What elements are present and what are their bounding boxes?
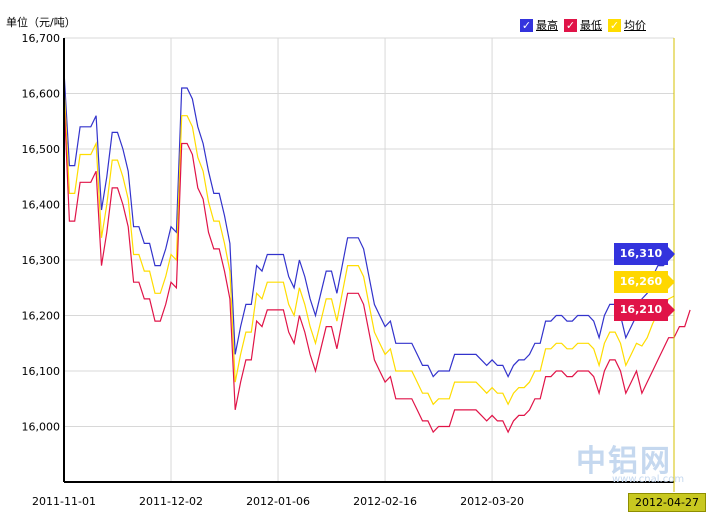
y-axis-unit-label: 单位（元/吨） [6, 16, 76, 29]
grid-layer [63, 37, 674, 482]
y-tick-label: 16,100 [22, 365, 61, 378]
y-tick-label: 16,200 [22, 310, 61, 323]
y-tick-label: 16,300 [22, 254, 61, 267]
legend-checkbox-avg[interactable]: ✓ [608, 18, 621, 32]
selected-date-label: 2012-04-27 [628, 493, 706, 512]
legend-checkbox-high[interactable]: ✓ [520, 18, 533, 32]
y-tick-label: 16,500 [22, 143, 61, 156]
axis-layer: 16,000 16,100 16,200 16,300 16,400 16,500 16,6… [22, 32, 675, 508]
x-tick-label: 2011-12-02 [139, 495, 203, 508]
watermark-url: www.cnal.com [612, 474, 685, 485]
watermark-logo: 中铝网 [576, 444, 672, 479]
price-flag-high: 16,310 [614, 243, 675, 265]
series-line-low [63, 98, 691, 434]
legend-item-low[interactable]: ✓ 最低 [564, 17, 602, 33]
legend: ✓ 最高 ✓ 最低 ✓ 均价 [520, 17, 652, 33]
legend-label-low[interactable]: 最低 [580, 19, 602, 32]
y-tick-label: 16,600 [22, 88, 61, 101]
y-tick-label: 16,400 [22, 199, 61, 212]
legend-label-avg[interactable]: 均价 [624, 19, 646, 32]
x-tick-label: 2011-11-01 [32, 495, 96, 508]
series-line-high [63, 71, 675, 378]
y-tick-label: 16,000 [22, 421, 61, 434]
x-tick-label: 2012-02-16 [353, 495, 417, 508]
x-tick-label: 2012-03-20 [460, 495, 524, 508]
series-line-avg [63, 85, 675, 406]
legend-label-high[interactable]: 最高 [536, 19, 558, 32]
x-tick-label: 2012-01-06 [246, 495, 310, 508]
legend-item-high[interactable]: ✓ 最高 [520, 17, 558, 33]
series-layer [63, 71, 691, 434]
price-flag-avg: 16,260 [614, 271, 675, 293]
price-flag-low: 16,210 [614, 299, 675, 321]
y-tick-label: 16,700 [22, 32, 61, 45]
legend-item-avg[interactable]: ✓ 均价 [608, 17, 646, 33]
legend-checkbox-low[interactable]: ✓ [564, 18, 577, 32]
